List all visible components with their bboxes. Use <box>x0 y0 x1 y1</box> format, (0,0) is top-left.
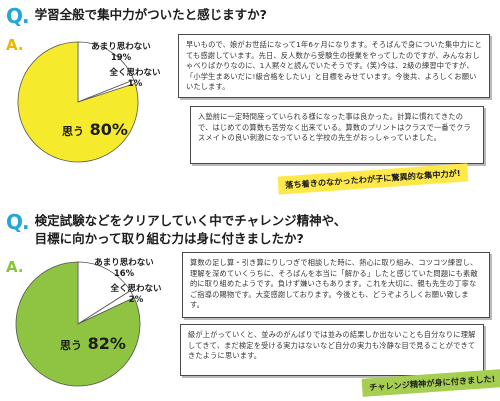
question-2-line2: 目標に向かって取り組む力は身に付きましたか? <box>34 231 304 246</box>
pie-chart-2 <box>15 261 141 387</box>
question-mark-q: Q. <box>6 210 30 234</box>
highlight-tag-1: 落ち着きのなかったわが子に驚異的な集中力が! <box>277 163 469 195</box>
answer-mark-a: A. <box>6 258 24 276</box>
pie1-label-rarely-name: あまり思わない <box>91 42 151 52</box>
pie1-label-never-name: 全く思わない <box>109 68 161 78</box>
comment-box-1b: 入塾前に一定時間座っていられる様になった事は良かった。計算に慣れてきたので、はじ… <box>190 106 484 164</box>
question-2-text: 検定試験などをクリアしていく中でチャレンジ精神や、 目標に向かって取り組む力は身… <box>35 212 347 248</box>
question-2: Q. 検定試験などをクリアしていく中でチャレンジ精神や、 目標に向かって取り組む… <box>6 212 346 248</box>
pie1-slice-main <box>17 41 139 163</box>
pie1-label-rarely-pct: 19% <box>110 53 132 63</box>
comment-2b-text: 級が上がっていくと、並みのがんばりでは並みの結果しか出ないことも自分なりに理解し… <box>188 330 476 361</box>
pie2-slice-rarely <box>77 261 131 325</box>
pie-chart-1 <box>17 41 139 163</box>
question-2-line1: 検定試験などをクリアしていく中でチャレンジ精神や、 <box>34 213 347 228</box>
pie1-main-label: 思う 80% <box>62 120 128 139</box>
pie1-slice-rarely <box>77 41 135 103</box>
pie2-label-never: 全く思わない 2% <box>104 284 168 306</box>
pie2-main-pct: 82% <box>87 334 126 353</box>
pie2-label-rarely: あまり思わない 16% <box>84 258 164 280</box>
pie2-main-word: 思う <box>60 339 82 352</box>
comment-2a-text: 算数の足し算・引き算にりしつぎで相談した時に、熱心に取り組み、コツコツ練習し、理… <box>190 258 478 310</box>
comment-box-2a: 算数の足し算・引き算にりしつぎで相談した時に、熱心に取り組み、コツコツ練習し、理… <box>182 252 490 318</box>
pie2-label-never-name: 全く思わない <box>110 284 162 294</box>
pie1-label-never: 全く思わない 1% <box>104 68 166 90</box>
comment-1b-text: 入塾前に一定時間座っていられる様になった事は良かった。計算に慣れてきたので、はじ… <box>198 112 471 143</box>
question-1: Q. 学習全般で集中力がついたと感じますか? <box>6 6 267 26</box>
comment-1a-text: 早いもので、娘がお世話になって1年6ヶ月になります。そろばんで身についた集中力に… <box>186 40 482 92</box>
pie2-main-label: 思う 82% <box>60 334 126 353</box>
pie2-label-never-pct: 2% <box>128 295 144 305</box>
comment-box-1a: 早いもので、娘がお世話になって1年6ヶ月になります。そろばんで身についた集中力に… <box>178 34 490 98</box>
comment-box-2b: 級が上がっていくと、並みのがんばりでは並みの結果しか出ないことも自分なりに理解し… <box>180 324 484 376</box>
pie1-label-never-pct: 1% <box>127 79 143 89</box>
pie1-main-word: 思う <box>62 125 84 138</box>
pie2-label-rarely-pct: 16% <box>113 269 135 279</box>
question-1-text: 学習全般で集中力がついたと感じますか? <box>34 7 267 22</box>
pie2-slice-main <box>15 261 141 387</box>
pie2-label-rarely-name: あまり思わない <box>94 258 154 268</box>
answer-mark-a: A. <box>6 36 24 54</box>
question-mark-q: Q. <box>6 4 30 28</box>
pie1-label-rarely: あまり思わない 19% <box>82 42 160 64</box>
pie1-main-pct: 80% <box>89 120 128 139</box>
